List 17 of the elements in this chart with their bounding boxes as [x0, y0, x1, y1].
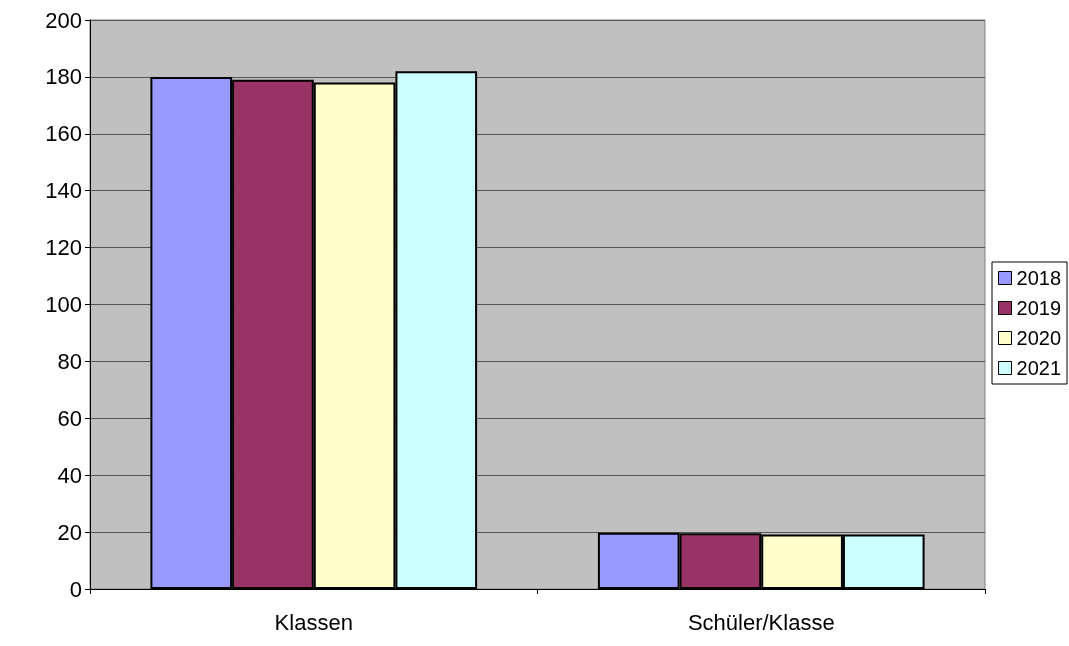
- y-tick-label: 140: [45, 178, 82, 204]
- y-tick-label: 20: [57, 519, 82, 545]
- x-tick-label: Schüler/Klasse: [687, 609, 835, 635]
- y-tick-label: 40: [57, 462, 82, 488]
- y-tick-label: 60: [57, 405, 82, 431]
- legend-label: 2020: [1016, 327, 1062, 349]
- y-tick-label: 180: [45, 64, 82, 90]
- y-tick-label: 80: [57, 348, 82, 374]
- x-tick-label: Klassen: [274, 609, 353, 635]
- legend-label: 2018: [1016, 267, 1062, 289]
- y-tick-label: 100: [45, 292, 82, 317]
- legend-label: 2019: [1016, 297, 1062, 319]
- legend-label: 2021: [1016, 357, 1062, 379]
- y-tick-label: 200: [45, 7, 82, 33]
- y-tick-label: 120: [45, 235, 82, 261]
- y-tick-label: 160: [45, 121, 82, 147]
- y-tick-label: 0: [69, 576, 82, 602]
